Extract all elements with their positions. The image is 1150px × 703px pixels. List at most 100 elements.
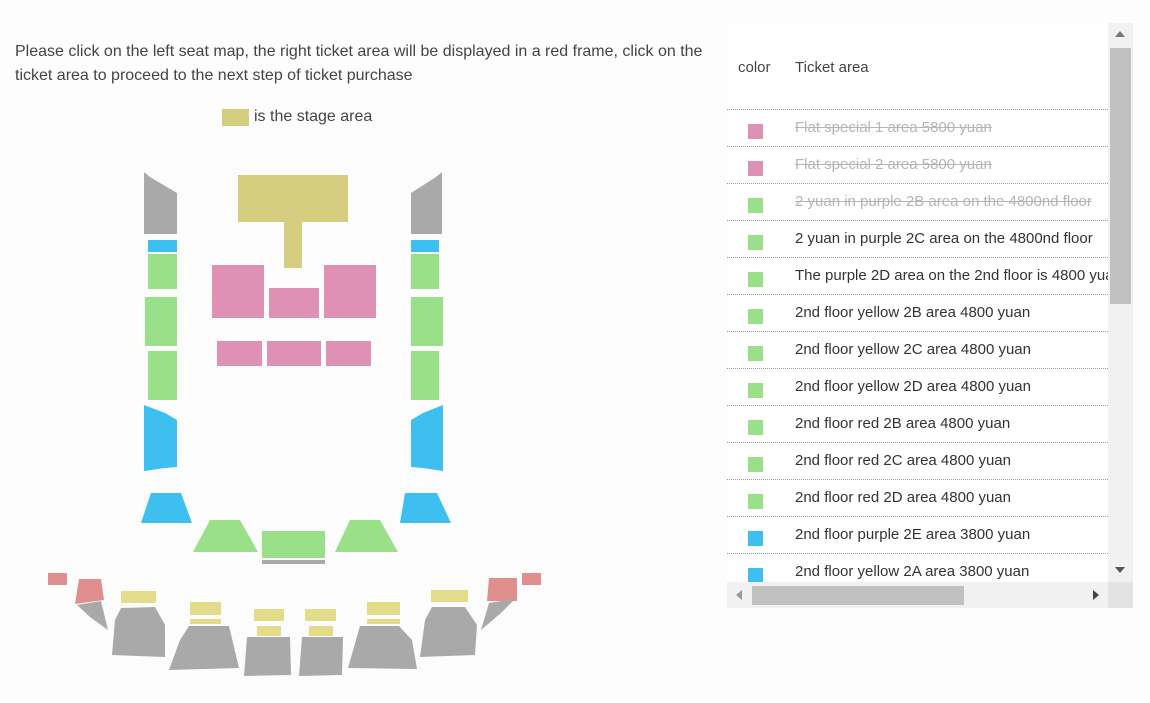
vertical-scrollbar[interactable]	[1108, 23, 1133, 582]
ticket-area-panel: color Ticket area Flat special 1 area 58…	[727, 23, 1133, 608]
seat-map	[35, 155, 547, 690]
horizontal-scroll-thumb[interactable]	[752, 586, 964, 605]
ticket-color-swatch	[748, 383, 763, 398]
seat-section-yellow[interactable]	[309, 626, 333, 636]
seat-section-pink[interactable]	[324, 265, 376, 318]
seat-section-pink[interactable]	[217, 341, 262, 366]
seat-section-pink[interactable]	[267, 341, 321, 366]
seat-section-gray[interactable]	[169, 626, 239, 670]
ticket-row[interactable]: 2nd floor red 2D area 4800 yuan	[727, 480, 1108, 517]
ticket-row-label: 2nd floor red 2B area 4800 yuan	[795, 415, 1011, 432]
seat-section-yellow[interactable]	[367, 602, 400, 615]
seat-section-salmon[interactable]	[48, 573, 67, 585]
scrollbar-corner	[1108, 582, 1133, 608]
seat-section-green[interactable]	[148, 254, 177, 289]
seat-section-gray[interactable]	[420, 607, 477, 657]
seat-section-yellow[interactable]	[367, 619, 400, 624]
seat-section-gray[interactable]	[144, 172, 177, 234]
stage-legend-label: is the stage area	[254, 108, 373, 125]
seat-section-blue[interactable]	[144, 405, 177, 471]
ticket-row[interactable]: 2 yuan in purple 2B area on the 4800nd f…	[727, 184, 1108, 221]
seat-section-gray[interactable]	[77, 601, 108, 630]
scroll-left-icon[interactable]	[736, 590, 742, 600]
ticket-row[interactable]: 2nd floor red 2C area 4800 yuan	[727, 443, 1108, 480]
ticket-color-swatch	[748, 494, 763, 509]
stage-legend-swatch	[222, 108, 249, 126]
horizontal-scrollbar[interactable]	[727, 582, 1108, 608]
ticket-list: Flat special 1 area 5800 yuan Flat speci…	[727, 110, 1108, 582]
seat-section-yellow[interactable]	[257, 626, 281, 636]
ticket-color-swatch	[748, 161, 763, 176]
stage-legend: is the stage area	[222, 108, 372, 126]
seat-section-green[interactable]	[262, 531, 325, 558]
instructions-text: Please click on the left seat map, the r…	[15, 43, 703, 84]
ticket-row-label: Flat special 2 area 5800 yuan	[795, 156, 992, 173]
seat-section-gray[interactable]	[299, 637, 343, 676]
seat-section-gray[interactable]	[481, 599, 515, 630]
ticket-row[interactable]: 2nd floor red 2B area 4800 yuan	[727, 406, 1108, 443]
ticket-row[interactable]: 2nd floor yellow 2D area 4800 yuan	[727, 369, 1108, 406]
seat-section-green[interactable]	[335, 520, 398, 552]
ticket-row-label: 2nd floor yellow 2C area 4800 yuan	[795, 341, 1031, 358]
seat-section-green[interactable]	[411, 351, 439, 400]
seat-section-gray[interactable]	[411, 172, 442, 234]
seat-section-green[interactable]	[411, 254, 439, 289]
seat-section-blue[interactable]	[148, 240, 177, 252]
scroll-down-icon[interactable]	[1115, 567, 1125, 573]
ticket-color-swatch	[748, 124, 763, 139]
seat-section-pink[interactable]	[269, 288, 319, 318]
ticket-row-label: Flat special 1 area 5800 yuan	[795, 119, 992, 136]
ticket-color-swatch	[748, 568, 763, 582]
ticket-row-label: 2 yuan in purple 2C area on the 4800nd f…	[795, 230, 1093, 247]
seat-section-salmon[interactable]	[75, 579, 104, 604]
seat-section-green[interactable]	[148, 351, 177, 400]
seat-section-yellow[interactable]	[190, 602, 221, 615]
seat-section-blue[interactable]	[411, 405, 443, 471]
seat-section-gray[interactable]	[348, 626, 417, 669]
vertical-scroll-thumb[interactable]	[1110, 48, 1131, 304]
ticket-row[interactable]: The purple 2D area on the 2nd floor is 4…	[727, 258, 1108, 295]
seat-section-gray[interactable]	[244, 637, 291, 676]
seat-section-green[interactable]	[411, 297, 443, 346]
seat-section-yellow[interactable]	[305, 609, 336, 621]
ticket-row[interactable]: 2nd floor yellow 2B area 4800 yuan	[727, 295, 1108, 332]
seat-section-pink[interactable]	[212, 265, 264, 318]
stage-runway	[284, 222, 302, 268]
ticket-row[interactable]: 2nd floor purple 2E area 3800 yuan	[727, 517, 1108, 554]
ticket-row-label: 2 yuan in purple 2B area on the 4800nd f…	[795, 193, 1092, 210]
seat-section-yellow[interactable]	[254, 609, 284, 621]
ticket-row-label: The purple 2D area on the 2nd floor is 4…	[795, 267, 1108, 284]
ticket-color-swatch	[748, 457, 763, 472]
seat-section-salmon[interactable]	[522, 573, 541, 585]
stage-area	[238, 175, 348, 222]
ticket-color-swatch	[748, 346, 763, 361]
ticket-row-label: 2nd floor yellow 2B area 4800 yuan	[795, 304, 1031, 321]
ticket-row[interactable]: 2nd floor yellow 2C area 4800 yuan	[727, 332, 1108, 369]
ticket-color-swatch	[748, 235, 763, 250]
seat-section-salmon[interactable]	[487, 578, 517, 601]
seat-section-gray[interactable]	[112, 607, 165, 657]
ticket-row[interactable]: Flat special 1 area 5800 yuan	[727, 110, 1108, 147]
seat-map-svg	[48, 172, 541, 676]
ticket-row[interactable]: 2nd floor yellow 2A area 3800 yuan	[727, 554, 1108, 582]
ticket-row-label: 2nd floor yellow 2D area 4800 yuan	[795, 378, 1031, 395]
scroll-right-icon[interactable]	[1093, 590, 1099, 600]
ticket-row[interactable]: 2 yuan in purple 2C area on the 4800nd f…	[727, 221, 1108, 258]
ticket-color-swatch	[748, 531, 763, 546]
ticket-row-label: 2nd floor red 2C area 4800 yuan	[795, 452, 1011, 469]
ticket-color-swatch	[748, 420, 763, 435]
scroll-up-icon[interactable]	[1115, 31, 1125, 37]
ticket-row-label: 2nd floor yellow 2A area 3800 yuan	[795, 563, 1030, 580]
seat-section-yellow[interactable]	[431, 590, 468, 602]
seat-section-green[interactable]	[193, 520, 258, 552]
seat-section-yellow[interactable]	[121, 591, 156, 603]
ticket-table-header: color Ticket area	[727, 23, 1108, 110]
seat-section-green[interactable]	[145, 297, 177, 346]
ticket-row[interactable]: Flat special 2 area 5800 yuan	[727, 147, 1108, 184]
seat-section-blue[interactable]	[141, 493, 192, 523]
seat-section-yellow[interactable]	[190, 619, 221, 624]
seat-section-pink[interactable]	[326, 341, 371, 366]
ticket-color-swatch	[748, 309, 763, 324]
seat-section-blue[interactable]	[400, 493, 451, 523]
seat-section-blue[interactable]	[411, 240, 439, 252]
